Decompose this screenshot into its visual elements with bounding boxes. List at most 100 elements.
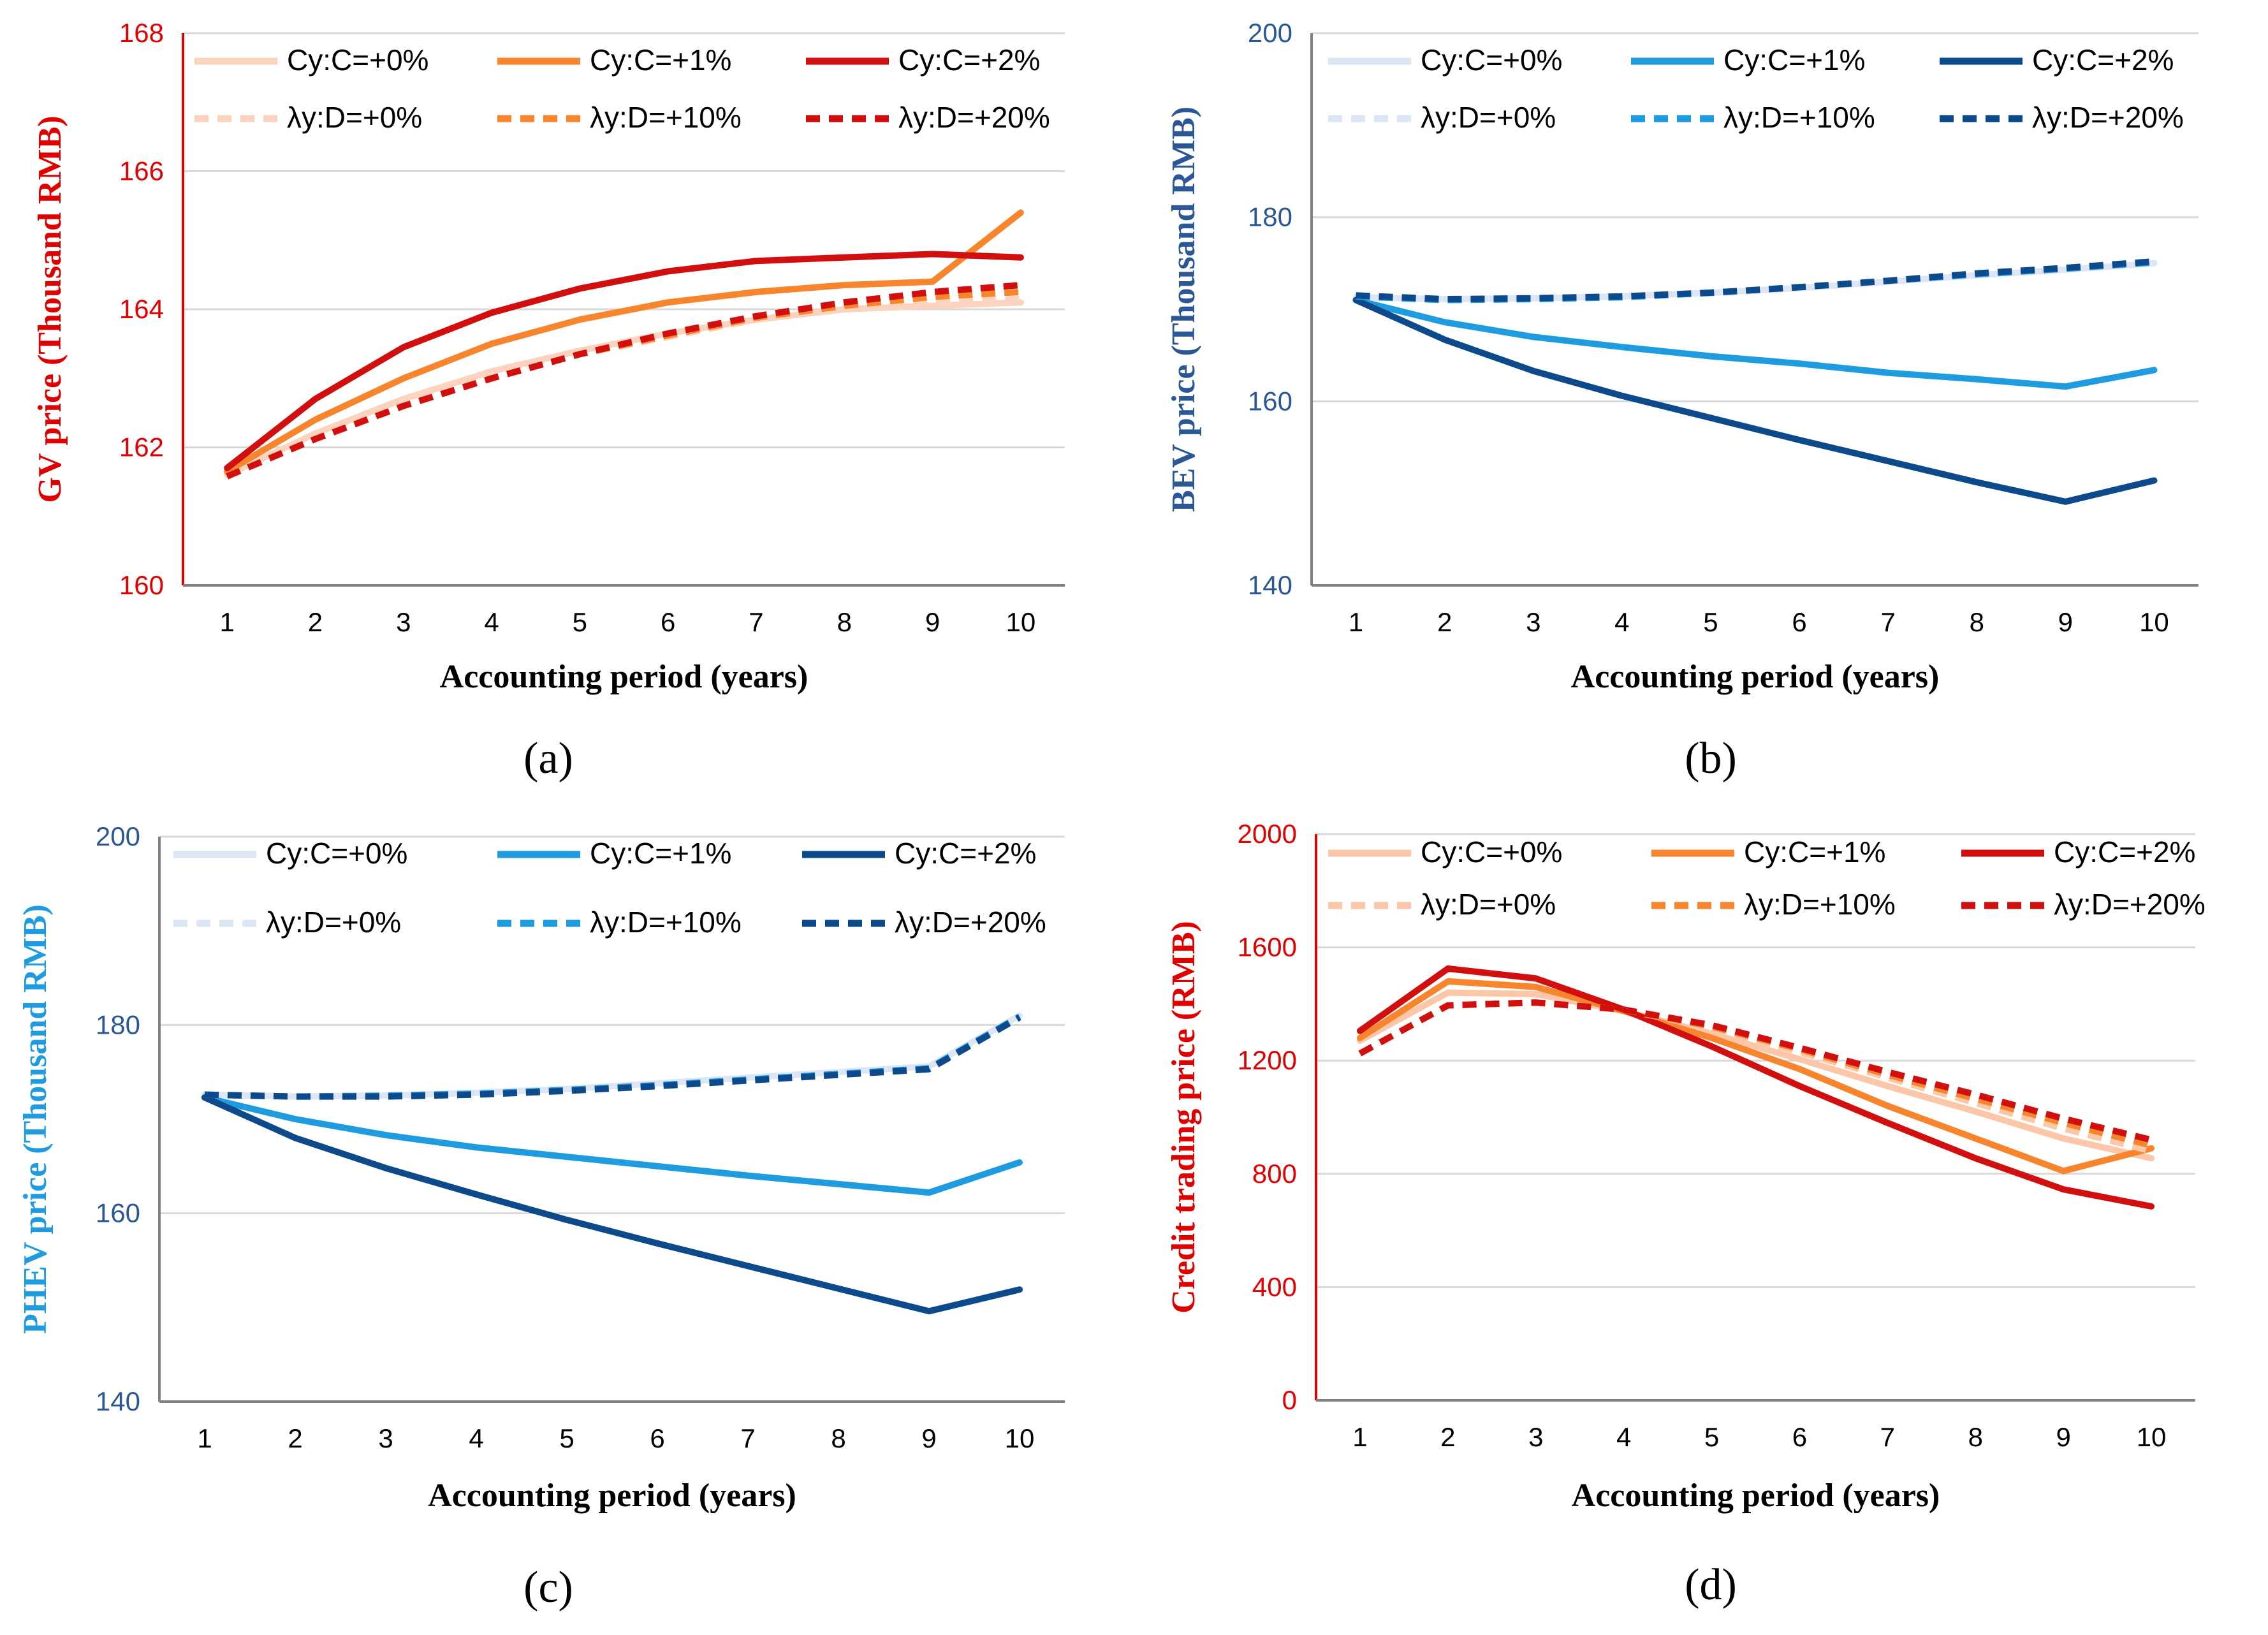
legend-label-cy-c-plus0pct: Cy:C=+0% — [1421, 835, 1562, 869]
x-tick-label: 2 — [308, 607, 323, 637]
series-line-cy-c-plus1pct — [201, 1094, 1023, 1196]
y-tick-label: 180 — [1248, 202, 1292, 232]
x-tick-label: 5 — [559, 1423, 574, 1453]
x-tick-label: 4 — [484, 607, 499, 637]
x-tick-label: 1 — [197, 1423, 212, 1453]
y-tick-label: 168 — [119, 18, 164, 48]
x-tick-label: 1 — [219, 607, 234, 637]
legend-label-lambday-d-plus20pct: λy:D=+20% — [898, 101, 1050, 134]
y-tick-label: 800 — [1252, 1159, 1297, 1189]
x-tick-label: 7 — [1880, 607, 1895, 637]
y-tick-label: 200 — [1248, 18, 1292, 48]
x-tick-label: 1 — [1349, 607, 1363, 637]
x-tick-label: 10 — [2139, 607, 2169, 637]
x-tick-label: 3 — [396, 607, 411, 637]
y-tick-label: 2000 — [1238, 819, 1297, 849]
legend-label-cy-c-plus0pct: Cy:C=+0% — [287, 43, 428, 77]
series-line-lambday-d-plus10pct — [1358, 999, 2153, 1149]
legend-label-lambday-d-plus10pct: λy:D=+10% — [590, 905, 742, 939]
chart-panel-d: 0 400 800 1200 1600 2000 1 2 3 4 5 6 7 8 9 10 Cy:C=+0% Cy… — [1166, 819, 2206, 1609]
series-line-cy-c-plus0pct — [201, 1012, 1023, 1100]
legend-label-lambday-d-plus0pct: λy:D=+0% — [1421, 888, 1556, 921]
y-tick-label: 160 — [119, 570, 164, 600]
x-tick-label: 2 — [288, 1423, 302, 1453]
legend-label-lambday-d-plus10pct: λy:D=+10% — [1723, 101, 1875, 134]
x-tick-label: 6 — [1792, 1422, 1807, 1452]
x-tick-label: 8 — [1968, 1422, 1983, 1452]
x-tick-label: 3 — [1528, 1422, 1543, 1452]
y-tick-label: 140 — [1248, 570, 1292, 600]
x-axis-title: Accounting period (years) — [1571, 659, 1940, 695]
y-axis-title: GV price (Thousand RMB) — [32, 115, 68, 502]
panel-caption: (c) — [523, 1563, 573, 1612]
x-tick-label: 4 — [1616, 1422, 1631, 1452]
x-tick-label: 6 — [1792, 607, 1806, 637]
chart-panel-b: 140 160 180 200 1 2 3 4 5 6 7 8 9 10 Cy:C=+0% Cy:C=+1% C… — [1166, 18, 2198, 783]
legend-label-cy-c-plus0pct: Cy:C=+0% — [1421, 43, 1562, 77]
x-tick-label: 10 — [1005, 1423, 1035, 1453]
legend-label-lambday-d-plus0pct: λy:D=+0% — [1421, 101, 1556, 134]
x-axis-title: Accounting period (years) — [440, 659, 808, 695]
x-tick-label: 4 — [1614, 607, 1629, 637]
panel-caption: (b) — [1685, 734, 1737, 783]
legend-label-lambday-d-plus20pct: λy:D=+20% — [895, 905, 1046, 939]
x-axis-title: Accounting period (years) — [1572, 1477, 1940, 1514]
series-line-cy-c-plus2pct — [201, 1094, 1023, 1315]
panel-caption: (a) — [523, 734, 573, 783]
series-line-cy-c-plus2pct — [1356, 965, 2155, 1210]
chart-panel-a: 160 162 164 166 168 1 2 3 4 5 6 7 8 9 10 Cy:C=+0% Cy:C=+… — [32, 18, 1065, 783]
y-tick-label: 160 — [1248, 386, 1292, 416]
y-tick-label: 0 — [1282, 1385, 1297, 1415]
y-axis-title: BEV price (Thousand RMB) — [1166, 106, 1202, 512]
legend-label-cy-c-plus0pct: Cy:C=+0% — [266, 837, 407, 870]
y-tick-label: 166 — [119, 156, 164, 186]
series-line-cy-c-plus2pct — [224, 251, 1024, 471]
series-line-cy-c-plus1pct — [1352, 297, 2158, 390]
x-tick-label: 10 — [2137, 1422, 2167, 1452]
chart-panel-c: 140 160 180 200 1 2 3 4 5 6 7 8 9 10 Cy:C=+0% Cy:C=+1% C… — [17, 821, 1065, 1612]
x-tick-label: 5 — [573, 607, 587, 637]
x-tick-label: 9 — [921, 1423, 936, 1453]
y-tick-label: 162 — [119, 432, 164, 462]
series-line-lambday-d-plus20pct — [1356, 258, 2155, 303]
x-tick-label: 8 — [831, 1423, 845, 1453]
y-axis-title: Credit trading price (RMB) — [1166, 921, 1202, 1314]
series-line-cy-c-plus1pct — [1356, 978, 2155, 1175]
legend-label-cy-c-plus1pct: Cy:C=+1% — [590, 837, 731, 870]
x-tick-label: 9 — [2056, 1422, 2070, 1452]
x-tick-label: 6 — [661, 607, 675, 637]
y-tick-label: 160 — [96, 1198, 140, 1228]
x-tick-label: 8 — [1970, 607, 1984, 637]
legend-label-lambday-d-plus0pct: λy:D=+0% — [266, 905, 401, 939]
series-line-cy-c-plus0pct — [224, 299, 1024, 478]
series-line-cy-c-plus0pct — [1356, 989, 2155, 1162]
x-tick-label: 3 — [378, 1423, 393, 1453]
legend-label-lambday-d-plus20pct: λy:D=+20% — [2054, 888, 2206, 921]
y-tick-label: 200 — [96, 821, 140, 851]
series-line-cy-c-plus1pct — [224, 209, 1024, 475]
y-tick-label: 164 — [119, 294, 164, 324]
series-line-lambday-d-plus20pct — [226, 282, 1021, 480]
x-tick-label: 8 — [837, 607, 852, 637]
x-tick-label: 9 — [925, 607, 940, 637]
y-tick-label: 400 — [1252, 1272, 1297, 1301]
y-tick-label: 140 — [96, 1386, 140, 1416]
x-tick-label: 6 — [650, 1423, 664, 1453]
legend-label-cy-c-plus2pct: Cy:C=+2% — [2054, 835, 2195, 869]
x-tick-label: 1 — [1352, 1422, 1367, 1452]
legend-label-cy-c-plus1pct: Cy:C=+1% — [590, 43, 731, 77]
series-line-cy-c-plus2pct — [1352, 297, 2158, 505]
x-tick-label: 2 — [1440, 1422, 1455, 1452]
legend-label-cy-c-plus2pct: Cy:C=+2% — [898, 43, 1040, 77]
x-tick-label: 10 — [1006, 607, 1035, 637]
x-tick-label: 7 — [749, 607, 763, 637]
x-tick-label: 2 — [1437, 607, 1452, 637]
x-tick-label: 5 — [1704, 1422, 1719, 1452]
x-tick-label: 9 — [2058, 607, 2073, 637]
series-line-lambday-d-plus20pct — [1358, 999, 2153, 1143]
x-tick-label: 3 — [1526, 607, 1540, 637]
x-tick-label: 4 — [469, 1423, 483, 1453]
x-tick-label: 5 — [1703, 607, 1718, 637]
legend-label-lambday-d-plus10pct: λy:D=+10% — [590, 101, 742, 134]
legend-label-cy-c-plus2pct: Cy:C=+2% — [895, 837, 1036, 870]
